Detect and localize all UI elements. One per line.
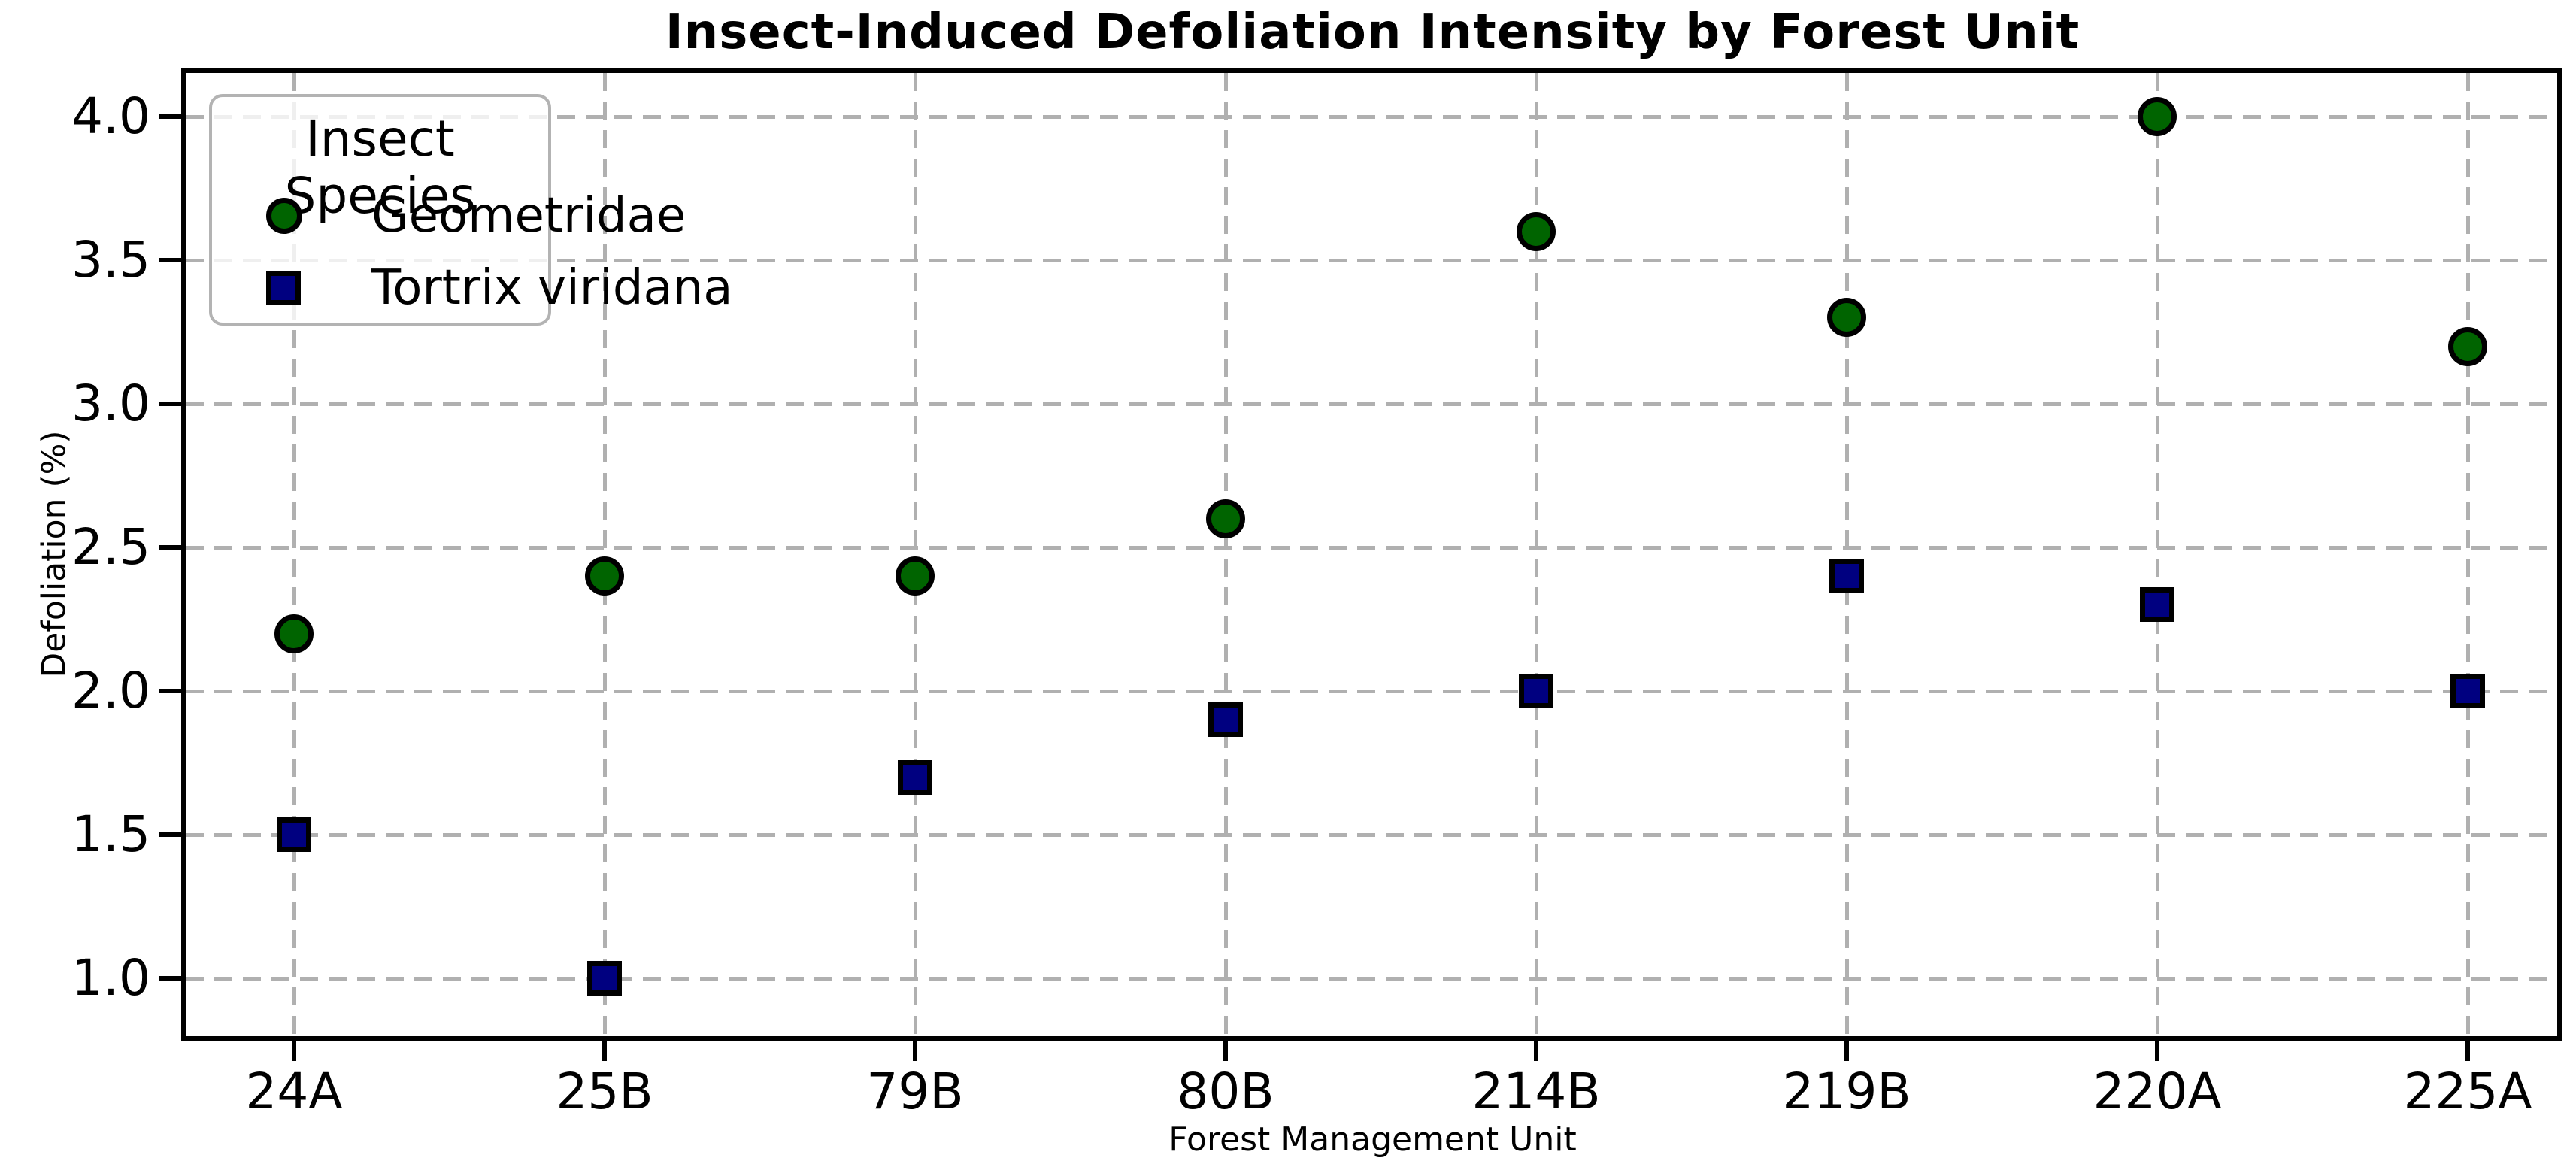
y-tick-label: 1.0 bbox=[71, 949, 150, 1007]
y-tick-label: 1.5 bbox=[71, 805, 150, 863]
v-gridline bbox=[1845, 73, 1849, 1036]
y-tick-mark bbox=[159, 258, 183, 262]
plot-area bbox=[186, 73, 2557, 1036]
data-point-geometridae-220A bbox=[2138, 97, 2177, 136]
x-tick-mark bbox=[1534, 1038, 1538, 1061]
y-tick-label: 2.0 bbox=[71, 662, 150, 720]
data-point-geometridae-79B bbox=[896, 556, 935, 596]
x-tick-label: 79B bbox=[866, 1062, 964, 1120]
x-tick-mark bbox=[1223, 1038, 1228, 1061]
legend: Insect Species Geometridae Tortrix virida… bbox=[209, 94, 732, 326]
x-tick-mark bbox=[292, 1038, 296, 1061]
v-gridline bbox=[914, 73, 917, 1036]
h-gridline bbox=[186, 977, 2557, 981]
v-gridline bbox=[1535, 73, 1538, 1036]
data-point-geometridae-219B bbox=[1827, 298, 1866, 338]
y-tick-mark bbox=[159, 976, 183, 981]
data-point-geometridae-225A bbox=[2448, 326, 2487, 366]
data-point-tortrix-viridana-225A bbox=[2450, 674, 2485, 708]
h-gridline bbox=[186, 259, 2557, 262]
chart-title: Insect-Induced Defoliation Intensity by … bbox=[665, 5, 2080, 60]
x-tick-label: 214B bbox=[1471, 1062, 1601, 1120]
data-point-tortrix-viridana-24A bbox=[277, 817, 311, 852]
v-gridline bbox=[1224, 73, 1228, 1036]
h-gridline bbox=[186, 402, 2557, 406]
plot-border bbox=[181, 68, 2562, 1041]
x-tick-label: 225A bbox=[2403, 1062, 2532, 1120]
x-tick-mark bbox=[2465, 1038, 2470, 1061]
data-point-geometridae-24A bbox=[274, 614, 314, 653]
v-gridline bbox=[2156, 73, 2159, 1036]
data-point-tortrix-viridana-80B bbox=[1208, 702, 1243, 738]
x-tick-label: 80B bbox=[1177, 1062, 1274, 1120]
legend-label: Tortrix viridana bbox=[371, 260, 733, 316]
x-tick-label: 24A bbox=[245, 1062, 343, 1120]
h-gridline bbox=[186, 833, 2557, 837]
data-point-tortrix-viridana-220A bbox=[2140, 587, 2174, 623]
y-tick-label: 3.0 bbox=[71, 374, 150, 432]
y-tick-mark bbox=[159, 832, 183, 837]
h-gridline bbox=[186, 546, 2557, 550]
v-gridline bbox=[292, 73, 296, 1036]
data-point-tortrix-viridana-79B bbox=[898, 759, 932, 795]
data-point-geometridae-25B bbox=[585, 556, 624, 596]
legend-title: Insect Species bbox=[284, 110, 476, 225]
x-axis-label: Forest Management Unit bbox=[1168, 1120, 1577, 1159]
data-point-tortrix-viridana-219B bbox=[1829, 559, 1864, 594]
x-tick-mark bbox=[2155, 1038, 2159, 1061]
legend-label: Geometridae bbox=[371, 188, 686, 244]
y-tick-label: 4.0 bbox=[71, 87, 150, 145]
data-point-geometridae-80B bbox=[1206, 499, 1245, 538]
y-tick-mark bbox=[159, 689, 183, 693]
legend-entry-tortrix-viridana: Tortrix viridana bbox=[212, 258, 732, 318]
v-gridline bbox=[2466, 73, 2470, 1036]
x-tick-label: 219B bbox=[1782, 1062, 1911, 1120]
legend-circle-marker-icon bbox=[266, 198, 302, 234]
y-tick-mark bbox=[159, 114, 183, 119]
y-tick-label: 2.5 bbox=[71, 518, 150, 576]
y-tick-mark bbox=[159, 545, 183, 550]
h-gridline bbox=[186, 115, 2557, 119]
data-point-tortrix-viridana-25B bbox=[587, 961, 622, 996]
x-tick-mark bbox=[1844, 1038, 1849, 1061]
x-tick-mark bbox=[913, 1038, 917, 1061]
v-gridline bbox=[603, 73, 607, 1036]
x-tick-label: 220A bbox=[2093, 1062, 2222, 1120]
x-tick-label: 25B bbox=[556, 1062, 653, 1120]
legend-square-marker-icon bbox=[266, 271, 301, 305]
data-point-tortrix-viridana-214B bbox=[1519, 674, 1553, 708]
x-tick-mark bbox=[602, 1038, 607, 1061]
data-point-geometridae-214B bbox=[1517, 211, 1556, 251]
h-gridline bbox=[186, 690, 2557, 693]
legend-entry-geometridae: Geometridae bbox=[212, 186, 686, 246]
y-tick-label: 3.5 bbox=[71, 231, 150, 289]
y-tick-mark bbox=[159, 402, 183, 406]
